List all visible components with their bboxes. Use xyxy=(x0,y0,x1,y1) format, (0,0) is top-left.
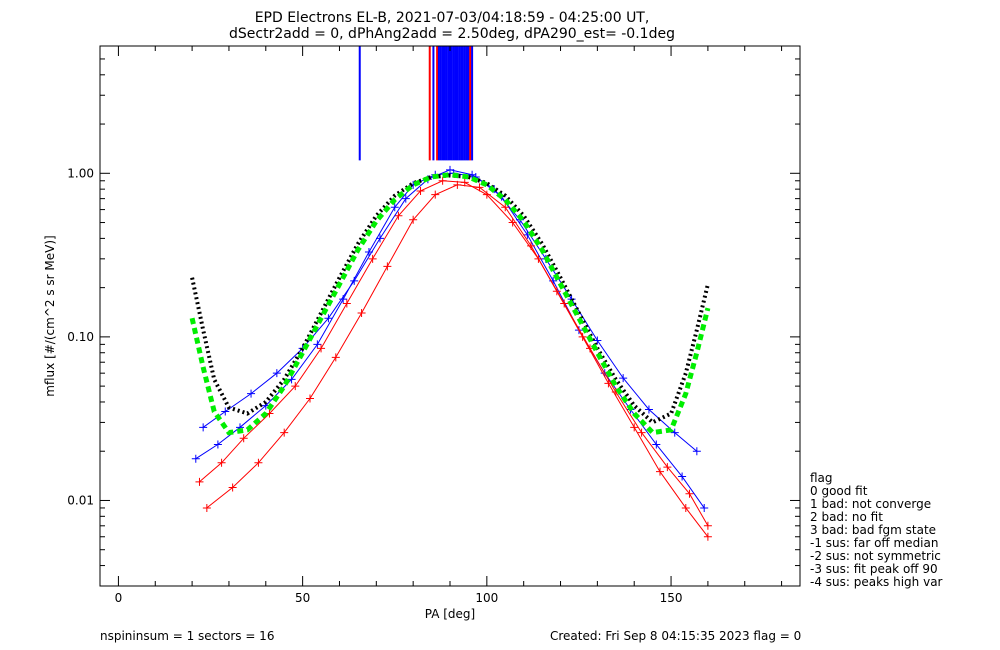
series-3-point-4 xyxy=(306,394,314,403)
series-0-point-0 xyxy=(191,454,200,463)
x-tick-label-0: 0 xyxy=(115,591,123,605)
series-2-point-6 xyxy=(350,276,359,285)
chart-title: EPD Electrons EL-B, 2021-07-03/04:18:59 … xyxy=(255,10,650,26)
series-1-point-20 xyxy=(685,489,694,498)
series-3-point-17 xyxy=(630,423,639,432)
chart-subtitle: dSectr2add = 0, dPhAng2add = 2.50deg, dP… xyxy=(229,26,675,42)
series-3-point-6 xyxy=(357,308,366,317)
series-2-point-7 xyxy=(376,234,384,243)
legend-entry-4: -1 sus: far off median xyxy=(810,536,938,550)
series-0-point-5 xyxy=(313,340,322,349)
series-2-point-20 xyxy=(692,447,701,456)
series-1-point-7 xyxy=(368,254,377,263)
legend-entry-7: -4 sus: peaks high var xyxy=(810,575,943,589)
series-2-point-10 xyxy=(446,165,454,174)
x-tick-label-2: 100 xyxy=(475,591,498,605)
footer-left: nspininsum = 1 sectors = 16 xyxy=(100,629,274,643)
series-2-point-1 xyxy=(221,407,230,416)
series-1-point-5 xyxy=(317,344,326,353)
series-0-point-8 xyxy=(390,203,399,212)
series-1-point-1 xyxy=(217,458,226,467)
series-1-point-8 xyxy=(394,211,403,220)
series-3-point-2 xyxy=(254,458,263,467)
series-3-point-1 xyxy=(228,483,237,492)
series-2-point-17 xyxy=(619,374,628,383)
legend-entry-2: 2 bad: no fit xyxy=(810,510,883,524)
series-3-point-5 xyxy=(331,353,340,362)
y-tick-label-0: 0.01 xyxy=(67,493,94,507)
plot-area xyxy=(189,46,712,541)
series-3-point-3 xyxy=(280,428,289,437)
series-3-point-9 xyxy=(431,190,440,199)
series-1-point-11 xyxy=(460,178,469,187)
series-2-point-2 xyxy=(247,389,256,398)
series-3-line xyxy=(206,184,709,538)
series-0-point-21 xyxy=(700,503,709,512)
x-axis: 0 50 100 150 xyxy=(115,46,783,605)
legend-entry-0: 0 good fit xyxy=(810,484,868,498)
series-1-point-19 xyxy=(663,463,672,472)
footer-right: Created: Fri Sep 8 04:15:35 2023 flag = … xyxy=(550,629,801,643)
series-3-point-10 xyxy=(453,180,462,189)
series-2-point-0 xyxy=(199,423,208,432)
series-1-line xyxy=(199,180,709,527)
series-1-point-10 xyxy=(438,176,447,185)
flag-legend: 0 good fit 1 bad: not converge 2 bad: no… xyxy=(810,484,943,589)
series-3-point-14 xyxy=(552,287,561,296)
fit-curve-1 xyxy=(189,172,711,436)
y-tick-label-1: 0.10 xyxy=(67,330,94,344)
x-axis-label: PA [deg] xyxy=(425,607,475,621)
legend-entry-5: -2 sus: not symmetric xyxy=(810,549,941,563)
series-3-point-8 xyxy=(409,215,418,224)
series-3-point-13 xyxy=(527,241,536,250)
series-3-point-20 xyxy=(703,532,712,541)
series-2-point-3 xyxy=(272,369,281,378)
series-3-point-18 xyxy=(656,467,664,476)
series-3-point-16 xyxy=(604,379,613,388)
series-1-point-2 xyxy=(239,434,248,443)
x-tick-label-3: 150 xyxy=(660,591,683,605)
series-3-point-15 xyxy=(578,332,587,341)
series-1-point-4 xyxy=(291,382,300,391)
legend-entry-1: 1 bad: not converge xyxy=(810,497,931,511)
series-0-point-20 xyxy=(678,472,687,481)
series-2-point-19 xyxy=(670,428,679,437)
legend-entry-6: -3 sus: fit peak off 90 xyxy=(810,562,938,576)
series-2-point-18 xyxy=(644,405,653,414)
fit-curve-0 xyxy=(190,173,710,425)
series-2-point-8 xyxy=(401,194,410,203)
y-tick-label-2: 1.00 xyxy=(67,166,94,180)
x-tick-label-1: 50 xyxy=(295,591,310,605)
series-1-point-21 xyxy=(703,521,712,530)
series-2-point-5 xyxy=(324,314,333,323)
series-1-point-6 xyxy=(342,299,351,308)
series-1-point-9 xyxy=(416,186,425,195)
series-2-line xyxy=(202,169,698,452)
y-axis-label: mflux [#/(cm^2 s sr MeV)] xyxy=(43,235,57,396)
series-3-point-7 xyxy=(383,262,392,271)
series-0-point-19 xyxy=(652,440,661,449)
series-1-point-18 xyxy=(637,428,646,437)
legend-entry-3: 3 bad: bad fgm state xyxy=(810,523,936,537)
series-0-point-4 xyxy=(287,375,296,384)
series-0-line xyxy=(195,172,705,509)
y-axis: 0.01 0.10 1.00 xyxy=(67,45,800,587)
series-3-point-19 xyxy=(681,503,690,512)
series-2-point-16 xyxy=(593,336,602,345)
series-0-point-1 xyxy=(213,440,222,449)
legend-title: flag xyxy=(810,471,833,485)
series-3-point-0 xyxy=(202,503,211,512)
series-3-point-11 xyxy=(475,183,484,192)
series-1-point-0 xyxy=(195,477,204,486)
series-3-point-12 xyxy=(501,203,510,212)
series-2-point-11 xyxy=(468,170,477,179)
